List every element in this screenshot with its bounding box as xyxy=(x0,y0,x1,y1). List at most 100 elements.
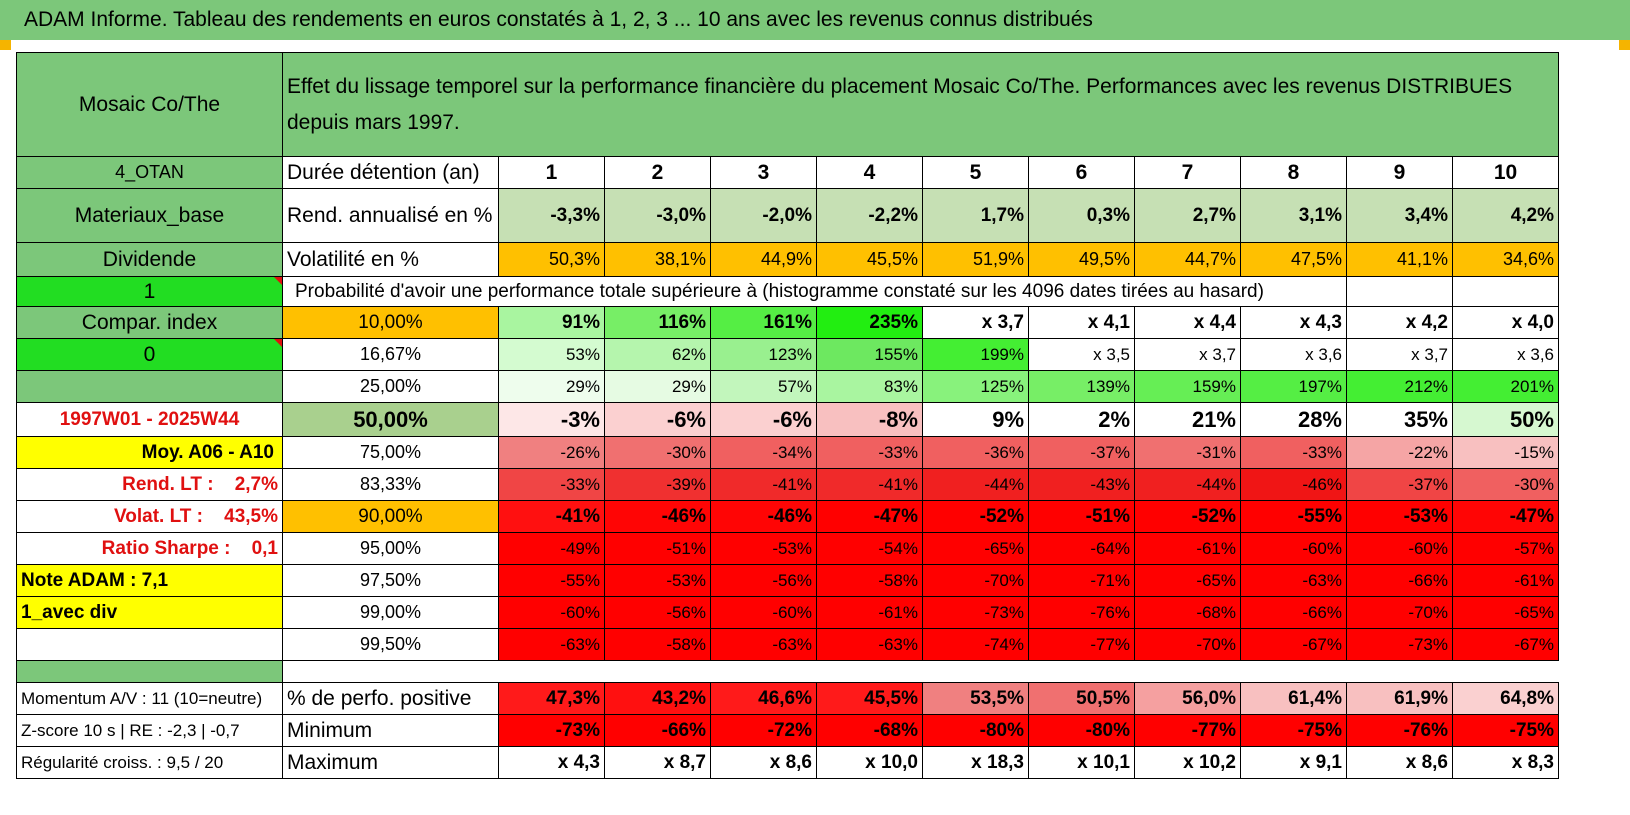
quantile-value: 21% xyxy=(1134,402,1241,437)
quantile-value: -51% xyxy=(1028,500,1135,533)
year-header: 6 xyxy=(1028,156,1135,189)
header-row: Mosaic Co/The Effet du lissage temporel s… xyxy=(16,52,1559,157)
maximum-row: Régularité croiss. : 9,5 / 20 Maximum x 4,… xyxy=(16,746,1559,779)
avec-div-label: 1_avec div xyxy=(16,596,283,629)
minimum-value: -75% xyxy=(1452,714,1559,747)
quantile-value: -63% xyxy=(710,628,817,661)
quantile-value: -60% xyxy=(1346,532,1453,565)
quantile-value: -43% xyxy=(1028,468,1135,501)
blank-green-cell xyxy=(16,370,283,403)
rend-row: Materiaux_base Rend. annualisé en % -3,3% -… xyxy=(16,188,1559,243)
sharpe-label: Ratio Sharpe : 0,1 xyxy=(16,532,283,565)
spacer-blank xyxy=(282,660,1559,683)
quantile-row: Compar. index 10,00% 91% 116% 161% 235% x 3,7 x… xyxy=(16,306,1559,339)
quantile-row: Volat. LT : 43,5% 90,00% -41% -46% -46% -47% -… xyxy=(16,500,1559,533)
quantile-value: -55% xyxy=(1240,500,1347,533)
quantile-value: -26% xyxy=(498,436,605,469)
quantile-value: 2% xyxy=(1028,402,1135,437)
year-header: 3 xyxy=(710,156,817,189)
quantile-value: -6% xyxy=(604,402,711,437)
quantile-value: -58% xyxy=(816,564,923,597)
quantile-value: -3% xyxy=(498,402,605,437)
quantile-value: -8% xyxy=(816,402,923,437)
quantile-value: 161% xyxy=(710,306,817,339)
maximum-value: x 8,6 xyxy=(710,746,817,779)
quantile-row: 99,50% -63% -58% -63% -63% -74% -77% -70% -67% -7… xyxy=(16,628,1559,661)
positive-value: 47,3% xyxy=(498,682,605,715)
quantile-value: 83% xyxy=(816,370,923,403)
quantile-value: -77% xyxy=(1028,628,1135,661)
quantile-label: 97,50% xyxy=(282,564,499,597)
note-label: Note ADAM : 7,1 xyxy=(16,564,283,597)
quantile-value: -66% xyxy=(1346,564,1453,597)
quantile-value: -61% xyxy=(1134,532,1241,565)
quantile-row: Rend. LT : 2,7% 83,33% -33% -39% -41% -41% -44… xyxy=(16,468,1559,501)
quantile-value: -37% xyxy=(1028,436,1135,469)
volat-value: 44,9% xyxy=(710,242,817,277)
quantile-value: -44% xyxy=(1134,468,1241,501)
quantile-value: -63% xyxy=(498,628,605,661)
quantile-value: -70% xyxy=(1346,596,1453,629)
positive-value: 56,0% xyxy=(1134,682,1241,715)
quantile-value: -30% xyxy=(604,436,711,469)
quantile-value: -71% xyxy=(1028,564,1135,597)
maximum-value: x 18,3 xyxy=(922,746,1029,779)
quantile-value: -60% xyxy=(710,596,817,629)
moy-label: Moy. A06 - A10 xyxy=(16,436,283,469)
minimum-value: -76% xyxy=(1346,714,1453,747)
maximum-value: x 8,3 xyxy=(1452,746,1559,779)
empty-cell xyxy=(1452,276,1559,307)
year-header: 2 xyxy=(604,156,711,189)
quantile-value: -57% xyxy=(1452,532,1559,565)
volat-value: 38,1% xyxy=(604,242,711,277)
quantile-value: -37% xyxy=(1346,468,1453,501)
positive-value: 64,8% xyxy=(1452,682,1559,715)
rend-lt-label: Rend. LT : 2,7% xyxy=(16,468,283,501)
quantile-value: x 4,3 xyxy=(1240,306,1347,339)
quantile-value: -55% xyxy=(498,564,605,597)
volat-value: 47,5% xyxy=(1240,242,1347,277)
volat-value: 34,6% xyxy=(1452,242,1559,277)
volat-value: 44,7% xyxy=(1134,242,1241,277)
maximum-value: x 8,6 xyxy=(1346,746,1453,779)
quantile-value: -52% xyxy=(922,500,1029,533)
volat-value: 45,5% xyxy=(816,242,923,277)
quantile-value: 91% xyxy=(498,306,605,339)
duree-label: Durée détention (an) xyxy=(282,156,499,189)
quantile-value: 201% xyxy=(1452,370,1559,403)
quantile-value: -46% xyxy=(1240,468,1347,501)
quantile-value: 212% xyxy=(1346,370,1453,403)
fund-name: Mosaic Co/The xyxy=(16,52,283,157)
volat-value: 50,3% xyxy=(498,242,605,277)
rend-value: 4,2% xyxy=(1452,188,1559,243)
quantile-label: 10,00% xyxy=(282,306,499,339)
rend-value: 1,7% xyxy=(922,188,1029,243)
quantile-value: 29% xyxy=(498,370,605,403)
positive-value: 45,5% xyxy=(816,682,923,715)
quantile-label: 50,00% xyxy=(282,402,499,437)
quantile-value: -60% xyxy=(498,596,605,629)
quantile-value: -41% xyxy=(816,468,923,501)
quantile-row: Note ADAM : 7,1 97,50% -55% -53% -56% -58% -70… xyxy=(16,564,1559,597)
quantile-value: x 4,1 xyxy=(1028,306,1135,339)
spacer-row xyxy=(16,660,1559,683)
quantile-value: x 3,7 xyxy=(1134,338,1241,371)
positive-label: % de perfo. positive xyxy=(282,682,499,715)
year-header: 9 xyxy=(1346,156,1453,189)
rend-value: -3,3% xyxy=(498,188,605,243)
maximum-value: x 10,0 xyxy=(816,746,923,779)
quantile-value: 116% xyxy=(604,306,711,339)
proba-label: Probabilité d'avoir une performance tota… xyxy=(282,276,1347,307)
quantile-row: 1997W01 - 2025W44 50,00% -3% -6% -6% -8% 9% 2% 2… xyxy=(16,402,1559,437)
quantile-value: -68% xyxy=(1134,596,1241,629)
maximum-label: Maximum xyxy=(282,746,499,779)
quantile-value: -47% xyxy=(1452,500,1559,533)
quantile-label: 99,50% xyxy=(282,628,499,661)
rend-value: 3,1% xyxy=(1240,188,1347,243)
quantile-value: -33% xyxy=(498,468,605,501)
minimum-value: -72% xyxy=(710,714,817,747)
quantile-value: -65% xyxy=(1134,564,1241,597)
quantile-value: -56% xyxy=(710,564,817,597)
year-header: 8 xyxy=(1240,156,1347,189)
quantile-value: 9% xyxy=(922,402,1029,437)
